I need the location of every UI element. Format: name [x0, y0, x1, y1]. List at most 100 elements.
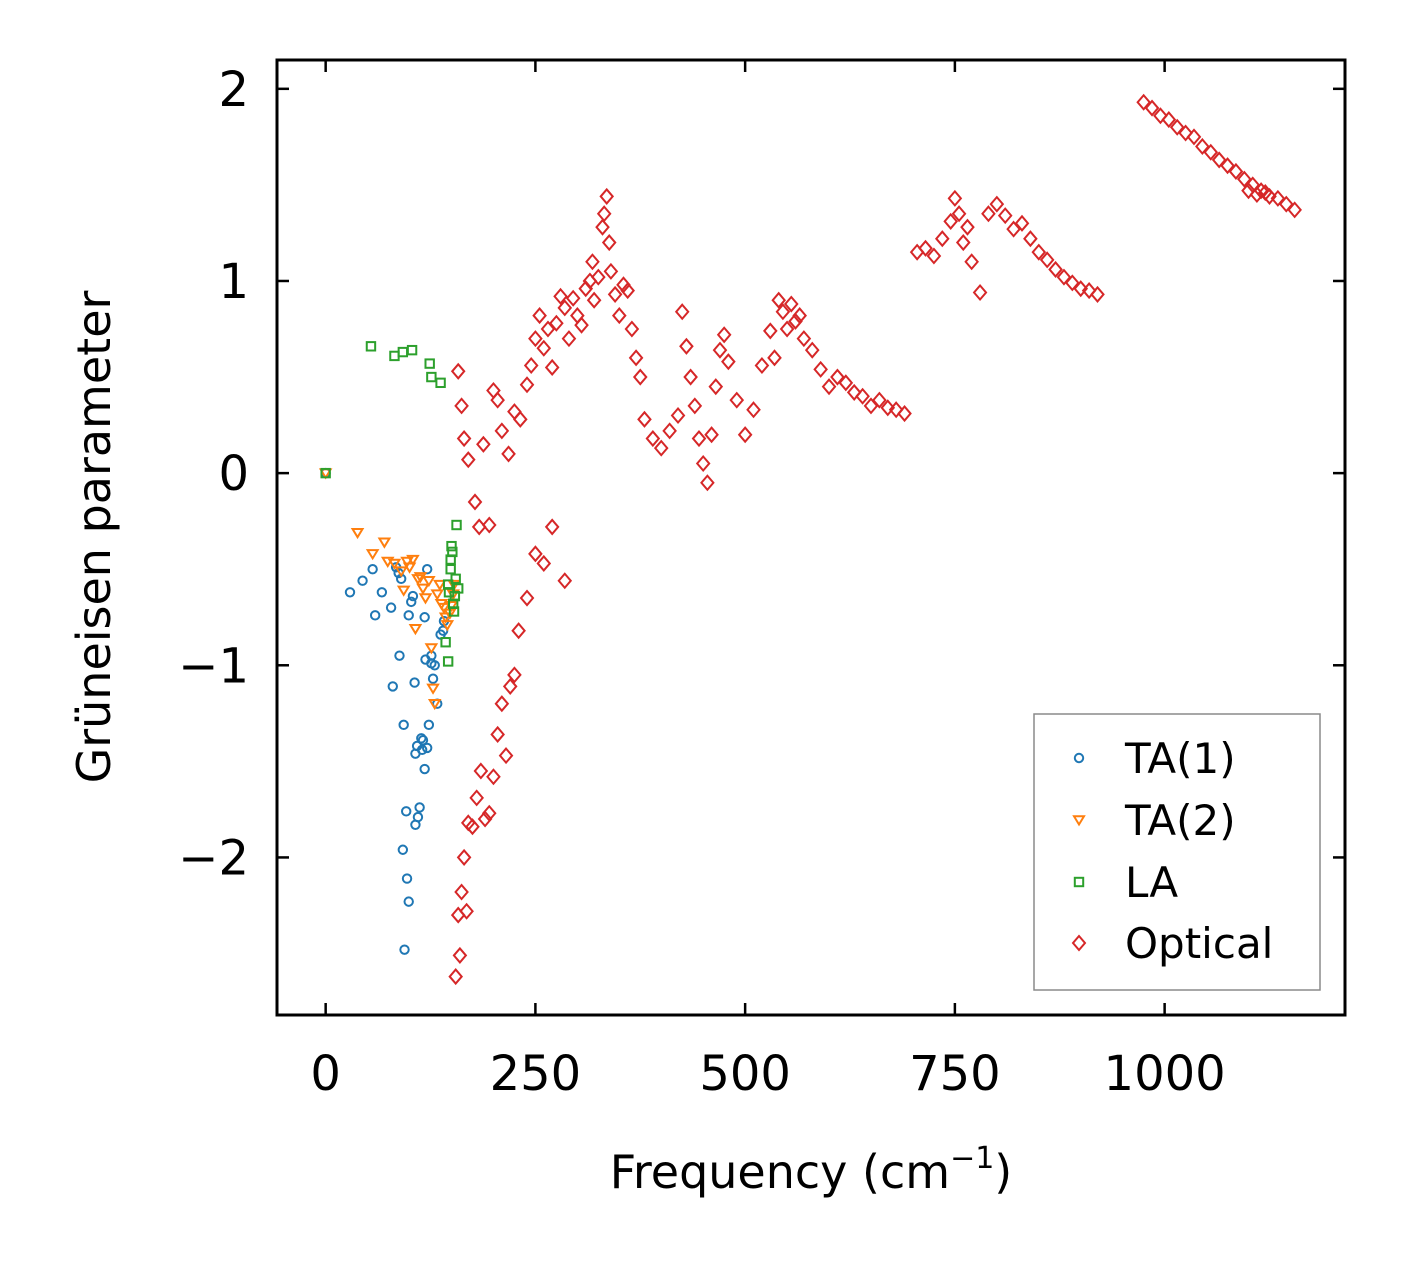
data-point [446, 540, 457, 552]
data-point [1153, 107, 1168, 125]
data-point [507, 666, 522, 684]
data-point [624, 320, 640, 338]
data-point [481, 516, 497, 534]
data-point [528, 330, 543, 348]
series-optical [448, 93, 1302, 986]
y-tick-label: 1 [218, 254, 249, 310]
data-point [863, 397, 879, 415]
data-point [1220, 157, 1235, 175]
data-point [403, 610, 414, 621]
data-point [1287, 201, 1302, 219]
legend-label: TA(1) [1124, 734, 1236, 783]
data-point [490, 725, 505, 743]
data-point [632, 368, 648, 386]
data-point [523, 356, 539, 375]
x-tick-label: 1000 [1104, 1046, 1226, 1102]
data-point [1241, 182, 1256, 200]
data-point [400, 556, 414, 568]
data-point [394, 650, 405, 661]
data-point [897, 405, 912, 423]
data-point [494, 695, 510, 713]
data-point [565, 289, 581, 307]
data-point [394, 566, 408, 578]
data-point [432, 579, 447, 592]
data-point [934, 230, 950, 248]
data-point [620, 282, 636, 300]
data-point [601, 234, 617, 252]
data-point [385, 602, 397, 613]
data-point [512, 410, 528, 428]
data-point [1023, 230, 1038, 248]
data-point [477, 810, 493, 828]
x-axis-title-superscript: −1 [950, 1141, 994, 1176]
data-point [679, 337, 694, 355]
legend-entry: TA(2) [1072, 796, 1236, 845]
data-point [637, 410, 652, 428]
x-axis-title: Frequency (cm−1) [610, 1141, 1013, 1199]
data-point [1257, 184, 1273, 202]
data-point [595, 218, 610, 236]
data-point [729, 391, 745, 409]
data-point [438, 612, 453, 624]
data-point [494, 422, 510, 440]
legend-label: TA(2) [1124, 796, 1236, 845]
data-point [416, 744, 428, 756]
data-point [804, 341, 820, 359]
axis-ticks: 0 250 500 750 1000 −2 −1 0 1 2 [178, 60, 1345, 1102]
data-point [964, 253, 979, 271]
data-point [397, 844, 409, 855]
data-point [365, 549, 380, 561]
data-point [401, 806, 412, 817]
data-point [960, 218, 975, 236]
data-point [451, 519, 462, 531]
data-point [1237, 170, 1252, 188]
data-point [574, 316, 589, 334]
data-point [586, 291, 602, 309]
data-point [997, 207, 1013, 225]
data-point [350, 527, 365, 540]
data-point [397, 346, 409, 358]
data-point [721, 353, 736, 371]
data-point [1186, 128, 1202, 146]
data-point [767, 349, 782, 367]
data-point [1262, 187, 1277, 205]
y-tick-label: −1 [178, 638, 249, 694]
data-point [796, 330, 812, 348]
x-axis-title-end: ) [994, 1145, 1012, 1199]
data-point [519, 376, 535, 394]
series-ta-2 [318, 468, 461, 711]
data-point [1006, 220, 1021, 238]
data-point [783, 295, 799, 313]
data-point [456, 430, 472, 448]
data-point [365, 341, 377, 352]
data-point [599, 187, 615, 205]
data-point [947, 189, 963, 207]
data-point [421, 564, 433, 575]
data-point [507, 403, 522, 421]
data-point [1270, 189, 1286, 207]
legend-label: LA [1125, 858, 1178, 907]
data-point [670, 406, 686, 425]
data-point [712, 341, 728, 359]
data-point [596, 205, 612, 223]
data-point [553, 287, 568, 305]
data-point [409, 677, 420, 688]
legend-marker [1073, 876, 1085, 888]
data-point [549, 314, 564, 332]
data-points-layer [318, 93, 1302, 986]
data-point [603, 262, 619, 280]
data-point [398, 719, 409, 731]
data-point [771, 291, 787, 309]
data-point [519, 589, 535, 607]
data-point [838, 374, 854, 392]
data-point [511, 622, 526, 640]
data-point [792, 307, 807, 325]
data-point [419, 763, 430, 775]
data-point [821, 378, 837, 396]
data-point [872, 391, 887, 409]
data-point [540, 320, 556, 338]
data-point [410, 819, 421, 830]
data-point [442, 656, 454, 667]
data-point [746, 401, 761, 419]
data-point [367, 564, 378, 575]
